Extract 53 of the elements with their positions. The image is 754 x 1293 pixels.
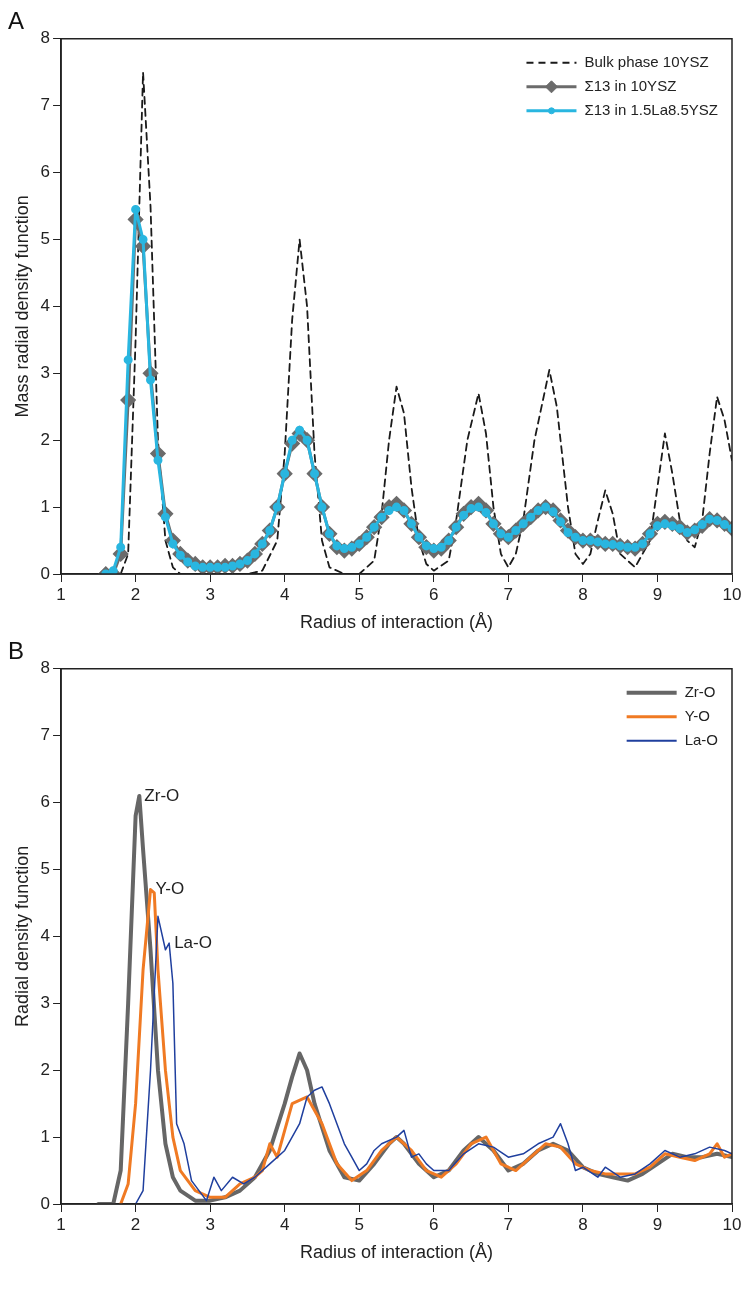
y-tick-label: 0 [40,1193,51,1213]
y-tick-label: 8 [40,28,51,48]
x-tick-label: 3 [205,584,215,604]
y-tick-label: 4 [40,296,51,316]
x-tick-label: 6 [429,1214,439,1234]
legend-label: Y-O [684,706,710,724]
y-tick-label: 2 [40,429,51,449]
y-tick-label: 8 [40,658,51,678]
y-tick-label: 7 [40,95,51,115]
x-tick-label: 3 [205,1214,215,1234]
x-tick-label: 10 [722,1214,742,1234]
y-tick-label: 6 [40,162,51,182]
y-tick-label: 0 [40,563,51,583]
x-tick-label: 8 [578,1214,588,1234]
y-tick-label: 2 [40,1059,51,1079]
x-tick-label: 5 [354,1214,364,1234]
x-tick-label: 2 [130,1214,141,1234]
legend-label: Σ13 in 1.5La8.5YSZ [584,100,718,118]
y-tick-label: 5 [40,229,51,249]
x-tick-label: 1 [56,1214,66,1234]
x-tick-label: 4 [279,1214,290,1234]
annotation: La-O [174,932,212,952]
y-tick-label: 6 [40,792,51,812]
x-tick-label: 2 [130,584,141,604]
x-tick-label: 6 [429,584,439,604]
x-tick-label: 7 [503,584,514,604]
legend-label: Bulk phase 10YSZ [584,52,709,70]
y-tick-label: 3 [40,362,51,382]
x-tick-label: 4 [279,584,290,604]
legend-label: Σ13 in 10YSZ [584,76,677,94]
x-tick-label: 5 [354,584,364,604]
x-tick-label: 9 [652,1214,663,1234]
y-axis-title: Mass radial density function [11,195,32,418]
chart-title: B [8,637,25,665]
annotation: Y-O [155,879,185,899]
legend-label: La-O [684,730,719,748]
annotation: Zr-O [144,785,180,805]
y-axis-title: Radial density function [11,845,32,1027]
legend-label: Zr-O [684,682,716,700]
y-tick-label: 4 [40,926,51,946]
y-tick-label: 3 [40,992,51,1012]
x-tick-label: 8 [578,584,588,604]
y-tick-label: 7 [40,725,51,745]
x-tick-label: 1 [56,584,66,604]
y-tick-label: 1 [40,496,51,516]
x-axis-title: Radius of interaction (Å) [299,1242,494,1263]
y-tick-label: 1 [40,1126,51,1146]
x-tick-label: 7 [503,1214,514,1234]
x-axis-title: Radius of interaction (Å) [299,612,494,633]
y-tick-label: 5 [40,859,51,879]
x-tick-label: 9 [652,584,663,604]
chart-title: A [8,7,25,35]
x-tick-label: 10 [722,584,742,604]
